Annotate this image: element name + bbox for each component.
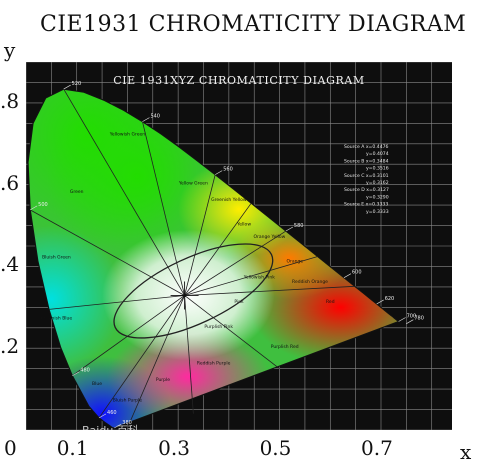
wavelength-label: 780 (414, 316, 424, 322)
legend-line: Source D x=0.3127 (344, 187, 389, 193)
region-label: Green (70, 189, 84, 195)
y-tick-label: .6 (0, 170, 20, 195)
x-tick-label: 0 (4, 436, 17, 460)
region-boundary-line (48, 295, 185, 310)
region-boundary-line (29, 209, 185, 296)
region-boundary-line (63, 88, 185, 296)
wavelength-tick (215, 170, 223, 175)
wavelength-tick (343, 273, 352, 278)
wavelength-label: 480 (80, 368, 90, 374)
wavelength-tick (406, 319, 414, 324)
x-axis-label: x (460, 440, 472, 464)
region-boundary-line (184, 202, 252, 296)
region-label: Bluish Green (42, 254, 71, 260)
region-boundary-line (184, 295, 280, 369)
chromaticity-chart: CIE 1931XYZ CHROMATICITY DIAGRAM 380 460 4… (26, 62, 452, 430)
spectral-locus (27, 88, 400, 429)
region-label: Yellow (236, 222, 251, 228)
legend-line: y=0.3516 (366, 166, 389, 172)
wavelength-tick (72, 371, 80, 377)
region-label: Red (326, 299, 335, 305)
legend-line: Source A x=0.4476 (344, 144, 389, 150)
white-point-dot (182, 293, 187, 298)
legend-line: Source B x=0.3484 (344, 158, 389, 164)
wavelength-tick (63, 84, 71, 90)
white-point-marker (170, 281, 199, 310)
wavelength-tick (376, 299, 384, 305)
wavelength-tick (285, 226, 294, 232)
wavelength-tick (30, 205, 38, 211)
region-label: Pink (234, 299, 244, 305)
region-label: Orange (286, 258, 303, 264)
y-tick-label: .4 (0, 252, 20, 277)
region-boundaries (29, 88, 355, 429)
wavelength-label: 600 (352, 270, 362, 276)
wavelength-tick (398, 317, 406, 322)
x-tick-label: 0.7 (361, 436, 393, 460)
region-label: Blue (92, 381, 102, 387)
region-label: Purple (156, 377, 170, 383)
y-tick-label: .2 (0, 334, 20, 359)
region-label: Purplish Red (271, 344, 299, 350)
wavelength-label: 380 (122, 420, 132, 426)
wavelength-tick (98, 413, 107, 419)
region-boundary-line (184, 174, 216, 296)
y-axis-label: y (4, 38, 16, 62)
x-tick-label: 0.5 (259, 436, 292, 460)
region-label: Yellowish Pink (243, 275, 275, 281)
x-tick-label: 0.3 (158, 436, 190, 460)
region-label: Yellowish Green (109, 132, 146, 138)
wavelength-label: 620 (385, 296, 395, 302)
region-boundary-line (72, 295, 185, 377)
region-label: Reddish Purple (197, 361, 231, 367)
wavelength-tick (114, 423, 122, 429)
wavelength-label: 520 (72, 81, 82, 87)
region-label: Bluish Purple (113, 397, 143, 403)
region-boundary-line (184, 256, 318, 296)
region-boundary-line (98, 295, 185, 419)
wavelength-label: 560 (223, 167, 233, 173)
page-title: CIE1931 CHROMATICITY DIAGRAM (40, 12, 467, 37)
region-label: Greenish Blue (41, 316, 73, 322)
color-blob (28, 225, 123, 373)
region-label: Orange Yellow (253, 234, 285, 240)
wavelength-tick (142, 117, 150, 122)
x-tick-label: 0.1 (56, 436, 89, 460)
legend-line: y=0.3162 (366, 180, 389, 186)
region-label: Yellow Green (178, 181, 208, 187)
region-boundary-line (184, 230, 287, 296)
region-label: Reddish Orange (292, 279, 328, 285)
wavelength-label: 540 (150, 114, 160, 120)
legend-line: y=0.4074 (366, 151, 389, 157)
region-boundary-line (184, 285, 355, 296)
region-boundary-line (127, 295, 185, 429)
white-region-ellipse (113, 243, 274, 339)
inner-chart-title: CIE 1931XYZ CHROMATICITY DIAGRAM (113, 74, 365, 87)
wavelength-label: 500 (38, 202, 48, 208)
legend-line: y=0.3333 (366, 209, 389, 215)
legend-line: y=0.3290 (366, 194, 389, 200)
region-label: Purplish Pink (204, 324, 233, 330)
wavelength-label: 580 (294, 223, 304, 229)
region-labels: Green Yellowish Green Yellow Green Greenish… (41, 132, 335, 404)
region-boundary-line (184, 295, 194, 414)
wavelength-label: 700 (407, 314, 417, 320)
region-boundary-line (142, 121, 185, 296)
region-label: Greenish Yellow (211, 197, 247, 203)
y-tick-label: .8 (0, 88, 20, 113)
wavelength-label: 460 (107, 410, 117, 416)
watermark: Baidu 百科 (82, 424, 139, 437)
legend-line: Source E x=0.3333 (344, 202, 388, 208)
legend-line: Source C x=0.3101 (344, 173, 389, 179)
